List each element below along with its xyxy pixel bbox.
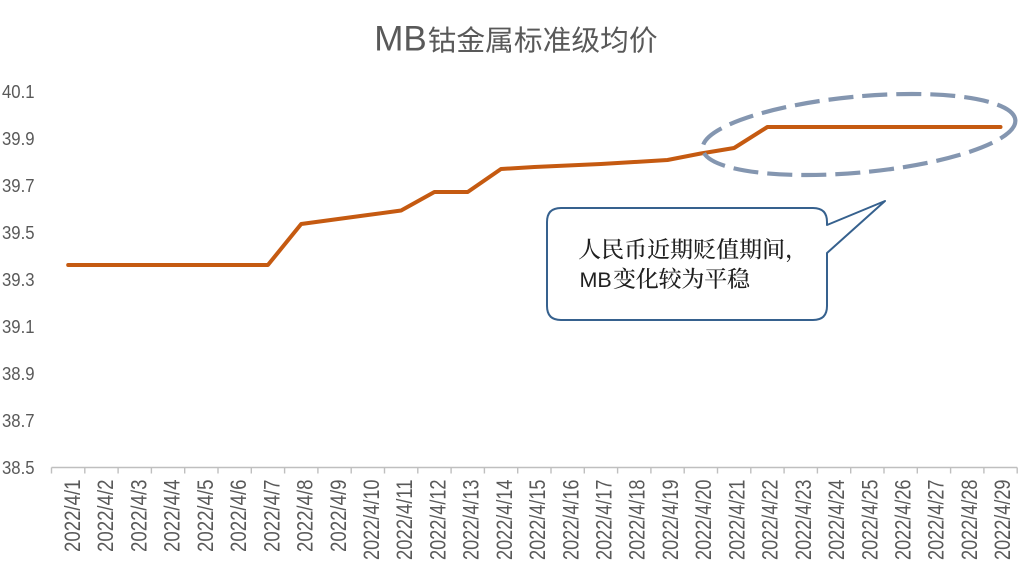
svg-text:2022/4/13: 2022/4/13 (459, 480, 484, 561)
svg-text:2022/4/29: 2022/4/29 (990, 480, 1015, 561)
svg-text:2022/4/8: 2022/4/8 (293, 480, 318, 553)
svg-text:2022/4/18: 2022/4/18 (625, 480, 650, 561)
svg-text:2022/4/15: 2022/4/15 (525, 480, 550, 561)
svg-text:2022/4/21: 2022/4/21 (724, 480, 749, 561)
svg-text:2022/4/14: 2022/4/14 (492, 480, 517, 561)
svg-text:2022/4/3: 2022/4/3 (126, 480, 151, 553)
svg-text:40.1: 40.1 (2, 81, 35, 102)
svg-text:2022/4/2: 2022/4/2 (93, 480, 118, 553)
svg-text:2022/4/11: 2022/4/11 (392, 480, 417, 561)
svg-text:2022/4/9: 2022/4/9 (326, 480, 351, 553)
svg-text:2022/4/4: 2022/4/4 (160, 480, 185, 553)
svg-text:2022/4/23: 2022/4/23 (791, 480, 816, 561)
svg-text:2022/4/22: 2022/4/22 (758, 480, 783, 561)
svg-text:2022/4/12: 2022/4/12 (425, 480, 450, 561)
svg-text:39.9: 39.9 (2, 128, 35, 149)
svg-text:39.1: 39.1 (2, 316, 35, 337)
svg-text:2022/4/25: 2022/4/25 (857, 480, 882, 561)
svg-text:MB: MB (580, 268, 612, 292)
svg-text:2022/4/27: 2022/4/27 (924, 480, 949, 561)
svg-text:2022/4/24: 2022/4/24 (824, 480, 849, 561)
svg-text:2022/4/19: 2022/4/19 (658, 480, 683, 561)
svg-text:2022/4/6: 2022/4/6 (226, 480, 251, 553)
svg-text:2022/4/20: 2022/4/20 (691, 480, 716, 561)
svg-text:2022/4/1: 2022/4/1 (60, 480, 85, 553)
svg-text:38.5: 38.5 (2, 457, 35, 478)
svg-text:MB: MB (374, 20, 427, 59)
svg-text:39.5: 39.5 (2, 222, 35, 243)
svg-text:2022/4/5: 2022/4/5 (193, 480, 218, 553)
svg-text:2022/4/28: 2022/4/28 (957, 480, 982, 561)
svg-text:2022/4/10: 2022/4/10 (359, 480, 384, 561)
svg-text:39.3: 39.3 (2, 269, 35, 290)
svg-text:2022/4/16: 2022/4/16 (558, 480, 583, 561)
svg-text:38.9: 38.9 (2, 363, 35, 384)
svg-text:2022/4/7: 2022/4/7 (259, 480, 284, 553)
svg-text:38.7: 38.7 (2, 410, 35, 431)
svg-text:39.7: 39.7 (2, 175, 35, 196)
svg-text:2022/4/26: 2022/4/26 (891, 480, 916, 561)
svg-text:2022/4/17: 2022/4/17 (592, 480, 617, 561)
